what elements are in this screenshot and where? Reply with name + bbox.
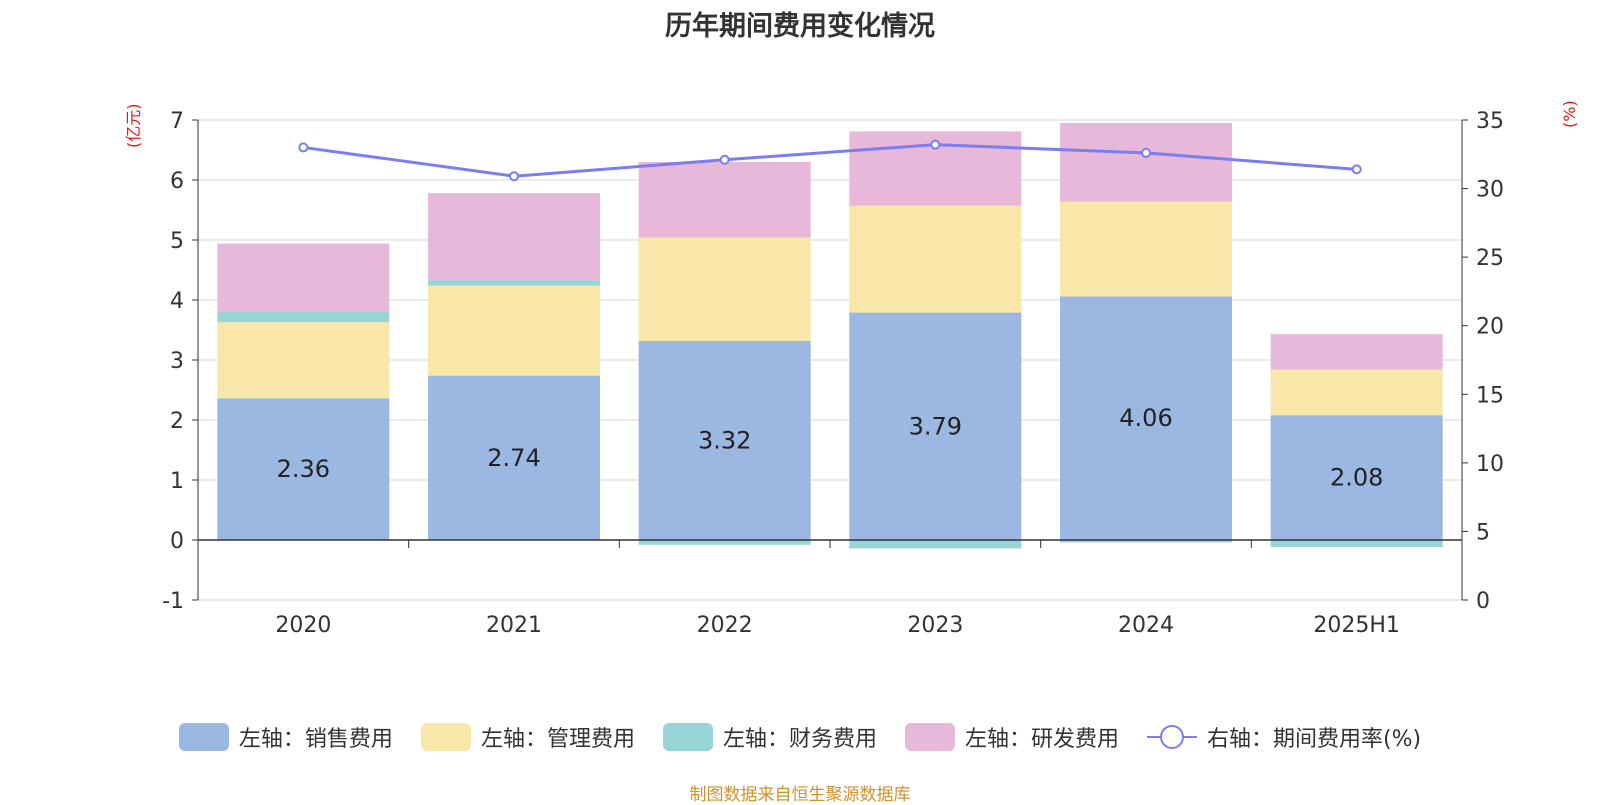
expense-ratio-point	[1351, 164, 1362, 175]
bar-segment-0-2023	[849, 312, 1022, 540]
bar-segment-0-2022	[638, 340, 811, 540]
legend-item-finance[interactable]: 左轴：财务费用	[662, 721, 877, 753]
bar-value-label: 2.08	[1330, 464, 1383, 492]
bar-segment-3-2024	[1060, 123, 1232, 202]
bar-segment-2-2025H1	[1270, 540, 1443, 548]
x-axis-tick-label: 2020	[275, 613, 331, 638]
bar-segment-1-2021	[428, 285, 600, 376]
legend-label-admin: 左轴：管理费用	[480, 727, 635, 752]
bar-segment-1-2022	[638, 237, 811, 341]
right-axis-tick-label: 15	[1476, 383, 1504, 408]
expense-ratio-point	[298, 142, 309, 153]
legend-label-rd: 左轴：研发费用	[964, 727, 1119, 752]
bar-segment-1-2023	[849, 205, 1022, 313]
left-axis-tick-label: 1	[170, 469, 184, 494]
bar-value-label: 4.06	[1119, 404, 1172, 432]
left-axis-tick-label: 0	[170, 529, 184, 554]
x-axis-tick-label: 2022	[697, 613, 753, 638]
x-axis-tick-label: 2025H1	[1313, 613, 1400, 638]
bar-segment-3-2020	[217, 243, 390, 312]
legend-item-sales[interactable]: 左轴：销售费用	[178, 721, 393, 753]
expense-ratio-point	[930, 139, 941, 150]
expense-ratio-point	[509, 171, 519, 182]
legend-swatch-expense-ratio	[1146, 723, 1197, 751]
right-axis-tick-label: 30	[1476, 178, 1504, 203]
bar-segment-2-2023	[849, 540, 1022, 549]
legend-label-finance: 左轴：财务费用	[722, 727, 877, 752]
chart-legend: 左轴：销售费用 左轴：管理费用 左轴：财务费用 左轴：研发费用 右轴：期间费用率…	[0, 721, 1600, 753]
bar-segment-2-2024	[1060, 540, 1232, 543]
bar-segment-3-2022	[638, 162, 811, 238]
bar-segment-0-2020	[217, 398, 390, 540]
x-axis-tick-label: 2023	[907, 613, 963, 638]
bar-segment-1-2025H1	[1270, 369, 1443, 416]
x-axis-tick-label: 2024	[1118, 613, 1174, 638]
left-axis-tick-label: 6	[170, 169, 184, 194]
bar-segment-0-2021	[428, 375, 600, 540]
left-axis-tick-label: 3	[170, 349, 184, 374]
right-axis-tick-label: 5	[1476, 520, 1490, 545]
expense-ratio-line	[303, 143, 1357, 178]
x-axis-tick-label: 2021	[486, 613, 542, 638]
legend-swatch-finance	[662, 723, 713, 751]
data-source-note: 制图数据来自恒生聚源数据库	[689, 785, 911, 805]
bar-segment-1-2024	[1060, 201, 1232, 297]
left-axis-tick-label: 4	[170, 289, 184, 314]
bar-value-label: 3.79	[909, 412, 962, 440]
legend-label-expense-ratio: 右轴：期间费用率(%)	[1206, 727, 1422, 752]
legend-item-rd[interactable]: 左轴：研发费用	[904, 721, 1119, 753]
bar-segment-2-2021	[428, 280, 600, 286]
right-axis-tick-label: 20	[1476, 315, 1504, 340]
left-axis-tick-label: -1	[162, 589, 184, 614]
legend-item-expense-ratio[interactable]: 右轴：期间费用率(%)	[1146, 721, 1422, 753]
bar-value-label: 2.74	[487, 444, 540, 472]
right-axis-tick-label: 0	[1476, 589, 1490, 614]
bar-segment-1-2020	[217, 322, 390, 399]
bar-segment-2-2022	[638, 540, 811, 545]
left-axis-tick-label: 2	[170, 409, 184, 434]
legend-item-admin[interactable]: 左轴：管理费用	[420, 721, 635, 753]
bar-segment-3-2025H1	[1270, 334, 1443, 370]
legend-label-sales: 左轴：销售费用	[238, 727, 393, 752]
legend-swatch-sales	[178, 723, 229, 751]
right-axis-tick-label: 10	[1476, 452, 1504, 477]
bar-segment-2-2020	[217, 311, 390, 323]
left-axis-tick-label: 7	[170, 109, 184, 134]
bar-value-label: 2.36	[277, 455, 330, 483]
expense-ratio-point	[719, 154, 730, 165]
legend-swatch-admin	[420, 723, 471, 751]
bar-segment-0-2025H1	[1270, 415, 1443, 540]
right-axis-tick-label: 35	[1476, 109, 1504, 134]
bar-segment-3-2021	[428, 193, 600, 281]
bar-segment-0-2024	[1060, 296, 1232, 540]
stacked-bar-line-chart: -1 0 1 2 3 4 5 6 7 0 5 10 15 20 25 30 35 2.36 2020 2.74 2021…	[162, 109, 1504, 638]
legend-swatch-rd	[904, 723, 955, 751]
left-axis-tick-label: 5	[170, 229, 184, 254]
expense-ratio-point	[1141, 147, 1151, 158]
chart-title: 历年期间费用变化情况	[665, 11, 935, 42]
bar-value-label: 3.32	[698, 426, 751, 454]
right-axis-tick-label: 25	[1476, 246, 1504, 271]
